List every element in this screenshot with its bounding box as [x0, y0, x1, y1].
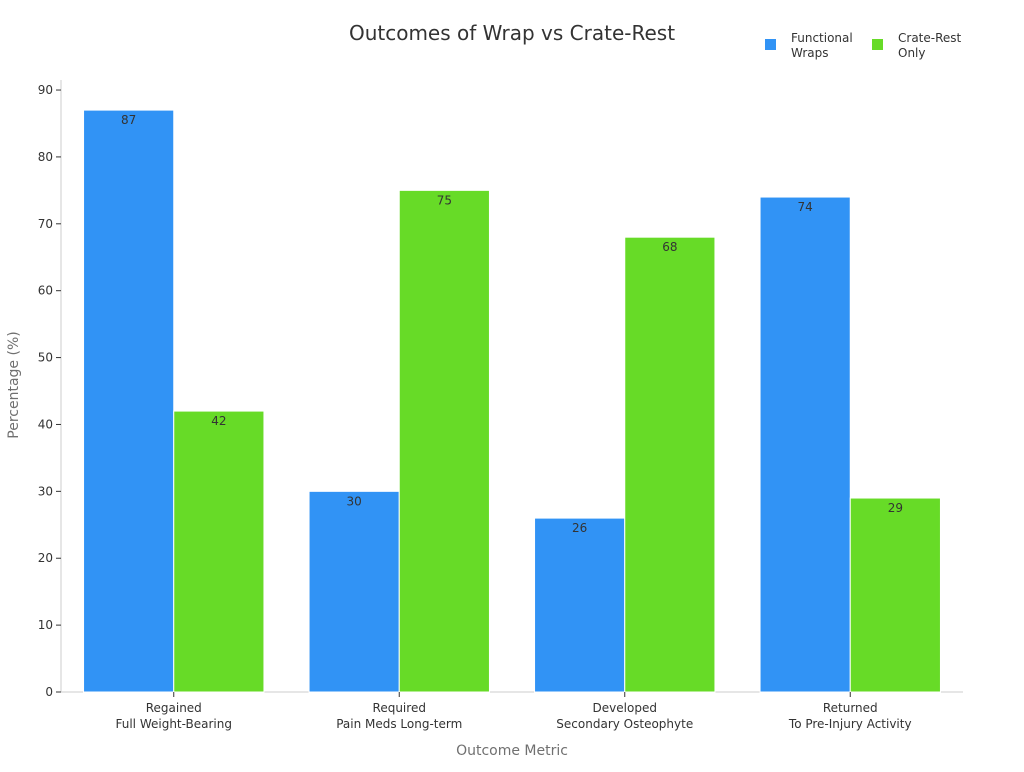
- y-tick-label: 30: [38, 484, 53, 498]
- legend-swatch: [872, 39, 883, 50]
- bar: [759, 196, 851, 693]
- chart-title: Outcomes of Wrap vs Crate-Rest: [349, 21, 675, 45]
- x-tick-label: Required: [373, 701, 426, 715]
- legend-swatch: [765, 39, 776, 50]
- bar: [173, 410, 265, 693]
- y-tick-label: 0: [45, 685, 53, 699]
- x-tick-label: Pain Meds Long-term: [336, 717, 462, 731]
- bar: [308, 490, 400, 693]
- legend-label: Only: [898, 46, 926, 60]
- bar: [849, 497, 941, 693]
- legend-label: Wraps: [791, 46, 828, 60]
- bar: [83, 109, 175, 693]
- y-tick-label: 40: [38, 417, 53, 431]
- x-tick-label: Returned: [823, 701, 878, 715]
- data-label: 68: [662, 240, 677, 254]
- y-tick-label: 70: [38, 217, 53, 231]
- x-tick-label: Developed: [593, 701, 657, 715]
- y-tick-label: 80: [38, 150, 53, 164]
- bar: [624, 236, 716, 693]
- data-label: 26: [572, 521, 587, 535]
- y-tick-label: 60: [38, 284, 53, 298]
- y-axis-title: Percentage (%): [6, 331, 22, 438]
- bar: [534, 517, 626, 693]
- data-label: 87: [121, 113, 136, 127]
- data-label: 75: [437, 193, 452, 207]
- legend-label: Crate-Rest: [898, 31, 962, 45]
- plot-area: 0 10 20 30 40 50 60 70 80 90 87 42 Regained Full Weig…: [38, 80, 963, 731]
- y-tick-label: 90: [38, 83, 53, 97]
- legend-label: Functional: [791, 31, 853, 45]
- x-tick-label: Full Weight-Bearing: [115, 717, 232, 731]
- data-label: 74: [798, 200, 813, 214]
- y-tick-label: 50: [38, 351, 53, 365]
- x-tick-label: Secondary Osteophyte: [556, 717, 693, 731]
- x-axis-title: Outcome Metric: [456, 743, 568, 759]
- data-label: 42: [211, 414, 226, 428]
- bar: [398, 189, 490, 693]
- data-label: 30: [347, 494, 362, 508]
- y-tick-label: 20: [38, 551, 53, 565]
- x-tick-label: To Pre-Injury Activity: [788, 717, 912, 731]
- x-tick-label: Regained: [146, 701, 202, 715]
- data-label: 29: [888, 501, 903, 515]
- y-tick-label: 10: [38, 618, 53, 632]
